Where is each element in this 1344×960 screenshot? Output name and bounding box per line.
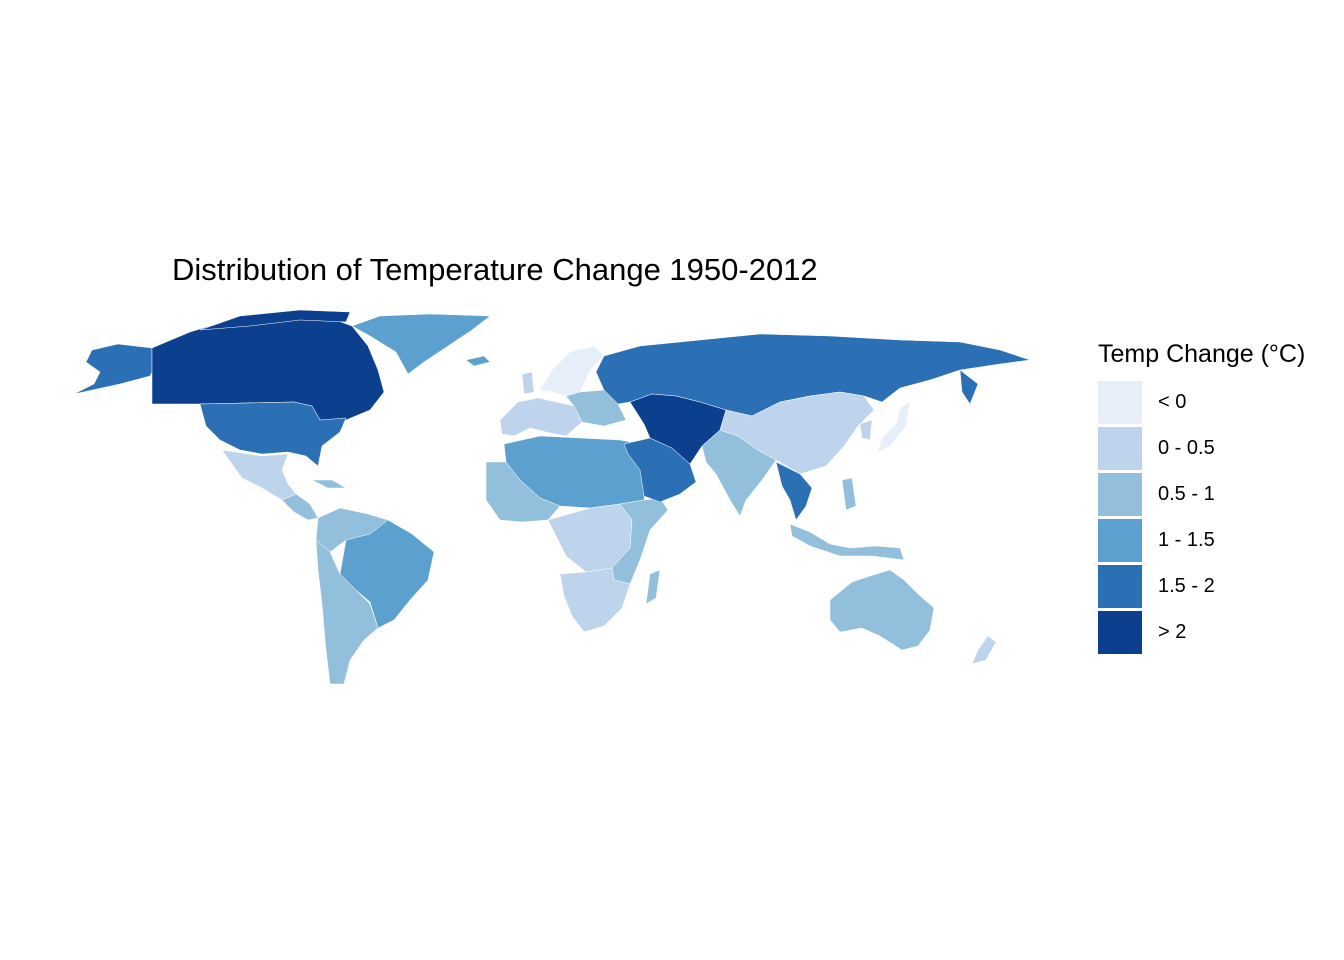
region-southern-africa [559,567,631,633]
legend-item: 1 - 1.5 [1098,519,1305,565]
legend-label: 1 - 1.5 [1158,529,1215,551]
region-new-zealand [971,635,997,665]
region-alaska [73,343,153,395]
region-eastern-europe [565,389,627,427]
region-europe [499,397,583,437]
legend-label: < 0 [1158,391,1187,413]
legend-items: < 0 0 - 0.5 0.5 - 1 1 - 1.5 1.5 - 2 > 2 [1098,381,1305,657]
region-korea [859,419,873,441]
legend-item: 0.5 - 1 [1098,473,1305,519]
legend-swatch [1098,381,1142,424]
legend-item: 0 - 0.5 [1098,427,1305,473]
region-central-america [281,493,319,521]
legend-label: > 2 [1158,621,1187,643]
legend-label: 1.5 - 2 [1158,575,1215,597]
region-japan [877,401,911,453]
legend-item: 1.5 - 2 [1098,565,1305,611]
region-uk [521,371,535,395]
legend-swatch [1098,427,1142,470]
region-iceland [465,355,491,367]
region-greenland [351,313,491,375]
region-philippines [841,477,857,511]
region-caribbean [311,479,347,489]
legend-label: 0 - 0.5 [1158,437,1215,459]
region-canada-arctic [199,309,351,331]
legend-swatch [1098,611,1142,654]
region-australia [829,569,935,651]
legend-swatch [1098,565,1142,608]
region-usa [199,401,347,467]
region-russia-far-east [959,369,979,405]
legend-item: > 2 [1098,611,1305,657]
region-mexico [221,449,297,501]
legend-swatch [1098,519,1142,562]
region-indonesia [789,523,905,561]
region-west-africa [485,461,561,523]
region-southern-south-america [315,539,379,685]
region-madagascar [645,569,661,605]
region-southeast-asia [775,461,813,521]
map-title: Distribution of Temperature Change 1950-… [172,252,818,287]
legend-label: 0.5 - 1 [1158,483,1215,505]
legend-swatch [1098,473,1142,516]
legend-item: < 0 [1098,381,1305,427]
legend-title: Temp Change (°C) [1098,340,1306,368]
region-scandinavia [539,345,605,397]
region-china [719,391,875,475]
legend: Temp Change (°C) < 0 0 - 0.5 0.5 - 1 1 - 1.… [1098,340,1305,657]
